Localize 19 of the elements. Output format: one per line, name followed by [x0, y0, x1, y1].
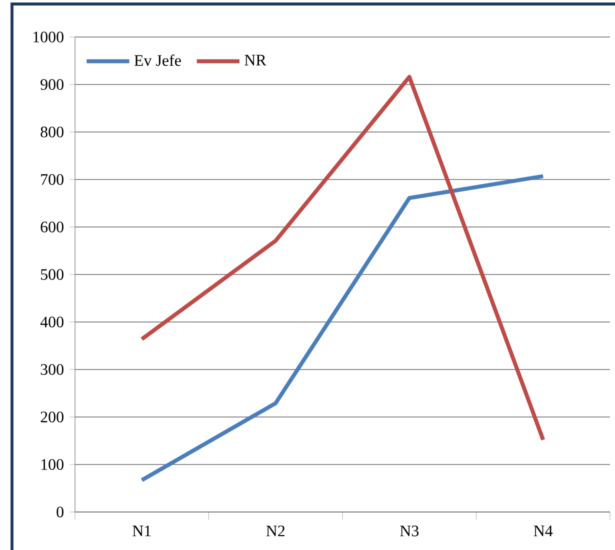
y-tick-label: 300: [40, 364, 64, 375]
legend-label: Ev Jefe: [134, 54, 181, 66]
y-tick-label: 600: [40, 222, 64, 232]
x-tick-label: N4: [534, 526, 553, 536]
y-tick-label: 700: [41, 174, 64, 185]
x-tick-label: N2: [266, 526, 285, 536]
legend-label: NR: [244, 54, 266, 66]
y-tick-label: 500: [40, 269, 64, 280]
x-tick-label: N1: [132, 526, 151, 536]
y-tick-label: 400: [40, 316, 64, 328]
y-tick-label: 100: [41, 459, 64, 470]
y-tick-label: 800: [40, 126, 64, 138]
x-tick-label: N3: [400, 526, 419, 536]
y-tick-label: 0: [56, 506, 64, 518]
y-tick-label: 900: [40, 79, 64, 90]
line-series: [140, 74, 546, 442]
y-tick-label: 200: [40, 412, 64, 422]
line-series: [140, 174, 546, 482]
y-tick-label: 1000: [33, 32, 64, 42]
